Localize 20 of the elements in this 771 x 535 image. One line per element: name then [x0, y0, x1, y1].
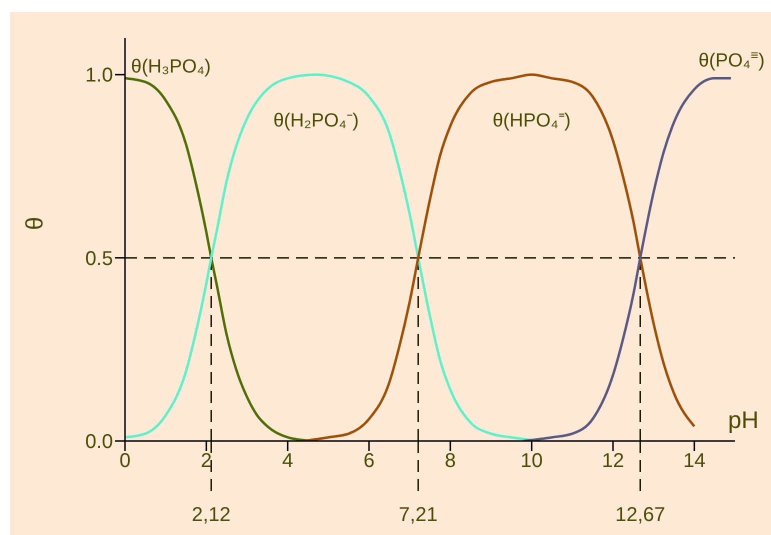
- y-tick-label: 0.5: [85, 248, 113, 270]
- x-tick-label: 4: [282, 450, 294, 472]
- x-tick-label: 8: [444, 450, 456, 472]
- y-axis-title: θ: [22, 216, 48, 230]
- x-axis-title: pH: [728, 407, 759, 434]
- y-tick-label: 1.0: [85, 64, 113, 87]
- ref-line-label: 2,12: [192, 504, 231, 526]
- series-label: θ(H₂PO₄⁻): [273, 110, 359, 132]
- x-tick-label: 0: [119, 450, 131, 472]
- x-tick-label: 12: [602, 450, 624, 472]
- series-label: θ(H₃PO₄): [131, 56, 211, 78]
- series-label: θ(PO₄$^{≡}$): [698, 46, 765, 72]
- x-tick-label: 6: [363, 450, 375, 472]
- series-label: θ(HPO₄⁼): [492, 110, 571, 132]
- y-tick-label: 0.0: [85, 431, 113, 454]
- ref-line-label: 12,67: [615, 504, 666, 526]
- ref-line-label: 7,21: [398, 504, 438, 526]
- x-tick-label: 10: [520, 450, 543, 472]
- x-tick-label: 2: [200, 450, 212, 472]
- x-tick-label: 14: [683, 450, 706, 472]
